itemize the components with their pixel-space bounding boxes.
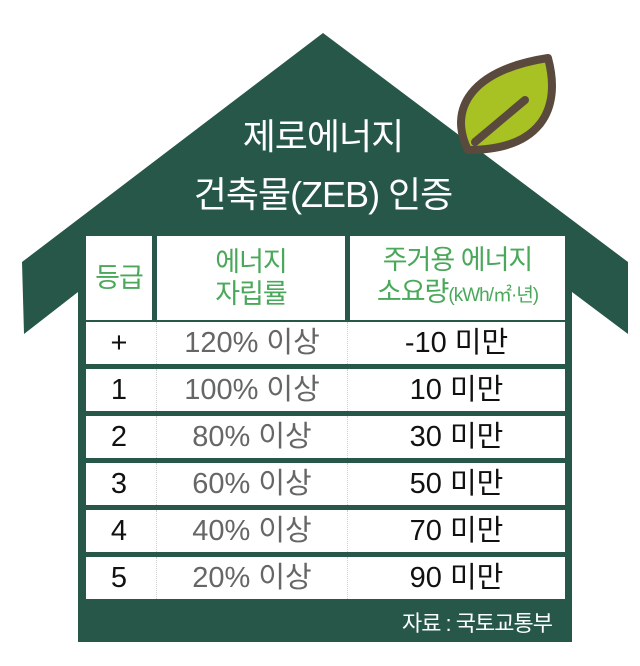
consumption-cell: 10 미만 xyxy=(409,374,504,406)
table-row: + 120% 이상 -10 미만 xyxy=(86,322,565,364)
table-row: 2 80% 이상 30 미만 xyxy=(86,416,565,458)
header-grade: 등급 xyxy=(86,236,152,320)
consumption-cell: 50 미만 xyxy=(409,468,504,500)
table-row: 1 100% 이상 10 미만 xyxy=(86,369,565,411)
grade-cell: 2 xyxy=(110,421,128,453)
grade-cell: 5 xyxy=(110,562,128,594)
header-consumption: 주거용 에너지 소요량(kWh/㎡·년) xyxy=(350,236,565,320)
self-sufficiency-cell: 60% 이상 xyxy=(156,463,348,505)
title-line-1: 제로에너지 xyxy=(242,116,405,157)
grade-cell: 3 xyxy=(110,468,128,500)
grade-cell: 4 xyxy=(110,515,128,547)
header-self-sufficiency-line2: 자립률 xyxy=(215,279,288,309)
header-consumption-unit: (kWh/㎡·년) xyxy=(448,285,539,306)
consumption-cell: 30 미만 xyxy=(409,421,504,453)
leaf-icon xyxy=(457,54,556,154)
self-sufficiency-cell: 40% 이상 xyxy=(156,510,348,552)
self-sufficiency-cell: 20% 이상 xyxy=(156,557,348,599)
source-credit: 자료 : 국토교통부 xyxy=(401,611,553,636)
title-line-2: 건축물(ZEB) 인증 xyxy=(193,174,454,215)
grade-cell: 1 xyxy=(110,374,128,406)
header-consumption-label: 소요량 xyxy=(376,277,450,307)
table-row: 3 60% 이상 50 미만 xyxy=(86,463,565,505)
table-row: 5 20% 이상 90 미만 xyxy=(86,557,565,599)
consumption-cell: 90 미만 xyxy=(409,562,504,594)
consumption-cell: -10 미만 xyxy=(404,327,509,359)
header-consumption-line2: 소요량(kWh/㎡·년) xyxy=(376,276,539,312)
self-sufficiency-cell: 80% 이상 xyxy=(156,416,348,458)
consumption-cell: 70 미만 xyxy=(409,515,504,547)
grade-cell: + xyxy=(110,327,128,359)
header-self-sufficiency-line1: 에너지 xyxy=(215,247,288,277)
self-sufficiency-cell: 100% 이상 xyxy=(156,369,348,411)
table-row: 4 40% 이상 70 미만 xyxy=(86,510,565,552)
header-self-sufficiency: 에너지 자립률 xyxy=(157,236,345,320)
header-consumption-line1: 주거용 에너지 xyxy=(382,245,534,275)
self-sufficiency-cell: 120% 이상 xyxy=(156,322,348,364)
